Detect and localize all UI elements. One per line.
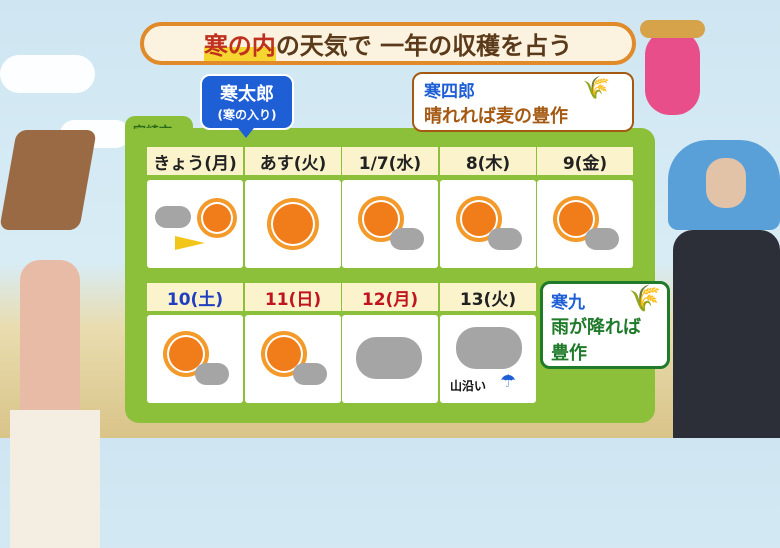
- title-highlight: 寒の内: [203, 26, 276, 61]
- day-header: 12(月): [342, 283, 438, 311]
- background-cloud: [0, 55, 95, 93]
- weather-cell-cloudy: [342, 315, 438, 403]
- day-header: きょう(月): [147, 147, 243, 175]
- wheat-icon: 🌾: [582, 76, 610, 101]
- cloud-icon: [390, 228, 424, 250]
- weather-cell-sunny-with-clouds: [342, 180, 438, 268]
- umbrella-icon: ☂: [500, 371, 517, 392]
- callout-kanku-name: 寒九: [551, 293, 585, 313]
- weather-cell-sunny-with-clouds: [245, 315, 341, 403]
- presenter-mountain-costume: [668, 140, 780, 438]
- weather-cell-sunny: [245, 180, 341, 268]
- title-text: の天気で 一年の収穫を占う: [275, 32, 573, 60]
- cloud-icon: [293, 363, 327, 385]
- title-banner: 寒の内 の天気で 一年の収穫を占う: [140, 22, 636, 65]
- weather-cell-cloudy-then-sunny: [147, 180, 243, 268]
- callout-kantaro: 寒太郎 (寒の入り): [200, 74, 294, 130]
- arrow-icon: [175, 236, 205, 250]
- cloud-icon: [356, 337, 422, 379]
- callout-kanku: 寒九 雨が降れば 豊作 🌾: [540, 281, 670, 369]
- day-header: 1/7(水): [342, 147, 438, 175]
- callout-kantaro-name: 寒太郎: [220, 84, 274, 105]
- weather-cell-cloudy: 山沿い ☂: [440, 315, 536, 403]
- cloud-icon: [585, 228, 619, 250]
- day-header: 9(金): [537, 147, 633, 175]
- mascot-character: [640, 10, 720, 130]
- day-header: 8(木): [440, 147, 536, 175]
- cloud-icon: [488, 228, 522, 250]
- callout-kanku-text1: 雨が降れば: [551, 317, 641, 338]
- callout-kanshiro-name: 寒四郎: [424, 82, 475, 102]
- day-header: 13(火): [440, 283, 536, 311]
- callout-kantaro-sub: (寒の入り): [217, 108, 277, 122]
- sun-icon: [203, 204, 231, 232]
- callout-kanshiro: 寒四郎 晴れれば麦の豊作 🌾: [412, 72, 634, 132]
- sun-icon: [273, 204, 313, 244]
- day-header: あす(火): [245, 147, 341, 175]
- day-header: 10(土): [147, 283, 243, 311]
- cloud-icon: [456, 327, 522, 369]
- note-text: 山沿い: [450, 379, 487, 393]
- rice-plant-icon: 🌾: [628, 284, 661, 314]
- weather-cell-sunny-with-clouds: [147, 315, 243, 403]
- callout-kanku-text2: 豊作: [551, 343, 587, 364]
- presenter-horse-costume: [0, 110, 120, 548]
- cloud-icon: [195, 363, 229, 385]
- weather-cell-sunny-with-clouds: [440, 180, 536, 268]
- day-header: 11(日): [245, 283, 341, 311]
- callout-pointer: [238, 128, 254, 146]
- callout-kanshiro-text: 晴れれば麦の豊作: [424, 106, 568, 127]
- weather-cell-sunny-with-clouds: [537, 180, 633, 268]
- cloud-icon: [155, 206, 191, 228]
